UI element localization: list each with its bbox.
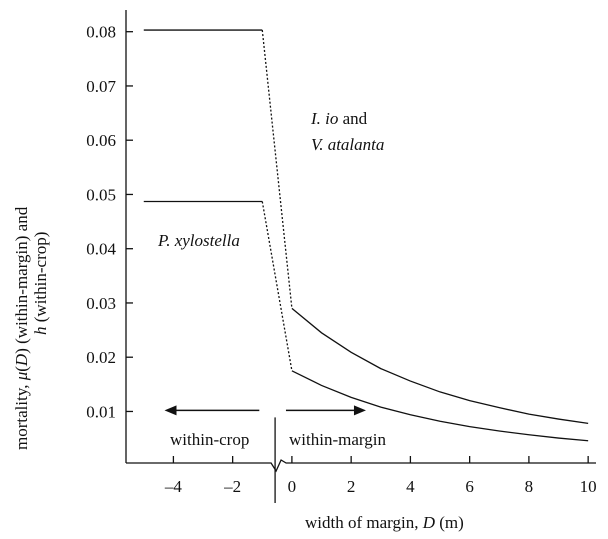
annotation-io: I. io and <box>310 109 368 128</box>
annotation-xylostella: P. xylostella <box>157 231 240 250</box>
annotation-atalanta: V. atalanta <box>311 135 384 154</box>
x-tick-label: 8 <box>525 477 534 496</box>
x-tick-label: 6 <box>465 477 474 496</box>
within-margin-label: within-margin <box>289 430 386 449</box>
y-tick-label: 0.05 <box>86 185 116 204</box>
x-tick-label: –2 <box>223 477 241 496</box>
x-axis-label: width of margin, D (m) <box>305 513 464 532</box>
series-margin-curve <box>291 370 589 442</box>
y-axis-label-var: D <box>12 353 31 367</box>
y-tick-label: 0.04 <box>86 240 116 259</box>
annotation-io-name: I. io <box>310 109 338 128</box>
series-margin-curve <box>291 307 589 425</box>
x-tick-label: 4 <box>406 477 415 496</box>
annotation-io-and: and <box>338 109 367 128</box>
series-transition-line <box>261 30 293 309</box>
annotations: I. io and V. atalanta P. xylostella with… <box>157 109 386 449</box>
x-tick-label: 10 <box>580 477 597 496</box>
y-axis-label-prefix: mortality, <box>12 380 31 450</box>
x-tick-label: 0 <box>288 477 297 496</box>
x-tick-label: 2 <box>347 477 356 496</box>
within-crop-label: within-crop <box>170 430 249 449</box>
y-tick-label: 0.02 <box>86 348 116 367</box>
y-tick-label: 0.06 <box>86 131 116 150</box>
y-tick-label: 0.01 <box>86 402 116 421</box>
y-axis-label-h-suffix: (within-crop) <box>31 232 50 327</box>
ticks: 0.01 0.02 0.03 0.04 0.05 0.06 0.07 0.08 –4 –2 0 2 4 6… <box>86 23 596 496</box>
x-axis-label-var: D <box>422 513 436 532</box>
y-axis-label-mu: μ <box>12 372 31 382</box>
y-axis-label-suffix: ) (within-margin) and <box>12 206 31 353</box>
x-axis-label-prefix: width of margin, <box>305 513 423 532</box>
x-tick-label: –4 <box>164 477 183 496</box>
y-axis-label-line2: h (within-crop) <box>31 232 50 335</box>
y-axis-label-line1: mortality, μ(D) (within-margin) and <box>12 206 31 450</box>
y-tick-label: 0.08 <box>86 23 116 42</box>
within-margin-arrow-head <box>353 405 366 416</box>
series-layer <box>143 29 589 442</box>
y-tick-label: 0.07 <box>86 77 116 96</box>
y-tick-label: 0.03 <box>86 294 116 313</box>
y-axis-label-h: h <box>31 327 50 336</box>
series-transition-line <box>261 201 293 371</box>
within-crop-arrow-head <box>164 405 177 416</box>
x-axis-label-suffix: (m) <box>435 513 464 532</box>
y-axis-label-mid: ( <box>12 366 31 372</box>
x-axis-line <box>126 459 596 473</box>
